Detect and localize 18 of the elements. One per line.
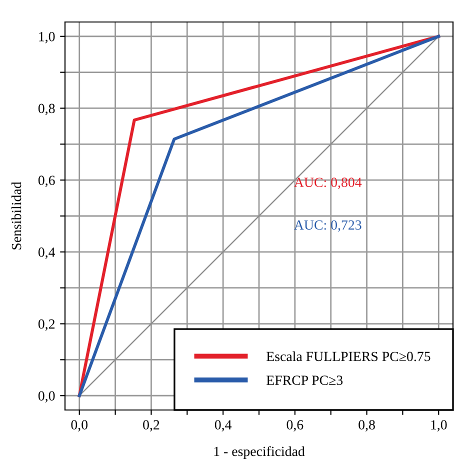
y-tick-label: 0,0 (38, 391, 55, 403)
y-tick-label: 0,4 (38, 248, 56, 259)
x-tick-label: 0,4 (214, 420, 232, 432)
annotation: AUC: 0,804 (294, 178, 362, 190)
x-tick-label: 0,0 (71, 420, 88, 432)
x-tick-label: 1,0 (431, 420, 447, 432)
x-tick-label: 0,6 (286, 420, 304, 432)
x-axis-title: 1 - especificidad (214, 446, 305, 459)
y-tick-label: 1,0 (39, 32, 55, 44)
annotation: AUC: 0,723 (294, 220, 362, 232)
x-tick-label: 0,8 (358, 420, 375, 432)
y-axis-title: Sensibilidad (11, 182, 22, 250)
legend-label: Escala FULLPIERS PC≥0.75 (266, 351, 430, 362)
y-tick-label: 0,2 (38, 319, 55, 331)
y-tick-label: 0,8 (38, 104, 55, 116)
y-tick-label: 0,6 (38, 176, 55, 188)
x-tick-label: 0,2 (143, 420, 160, 432)
legend-label: EFRCP PC≥3 (266, 376, 343, 385)
